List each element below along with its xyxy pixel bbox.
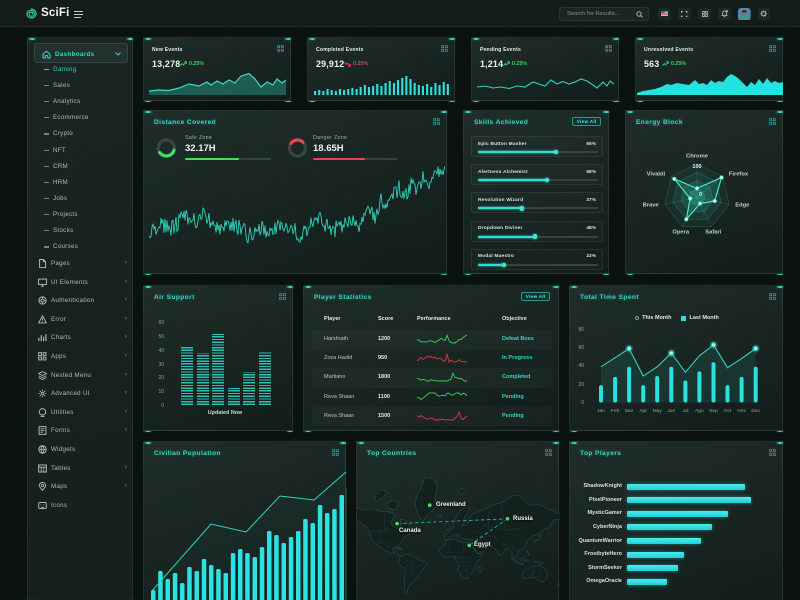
svg-text:Vivaldi: Vivaldi: [647, 171, 666, 177]
svg-text:100: 100: [692, 164, 701, 170]
svg-text:Edge: Edge: [735, 202, 750, 208]
svg-text:Opera: Opera: [672, 230, 690, 236]
svg-text:Brave: Brave: [643, 202, 660, 208]
svg-text:Chrome: Chrome: [686, 154, 709, 160]
svg-text:Firefox: Firefox: [729, 171, 749, 177]
svg-text:0: 0: [699, 192, 702, 198]
svg-text:Safari: Safari: [705, 230, 722, 236]
